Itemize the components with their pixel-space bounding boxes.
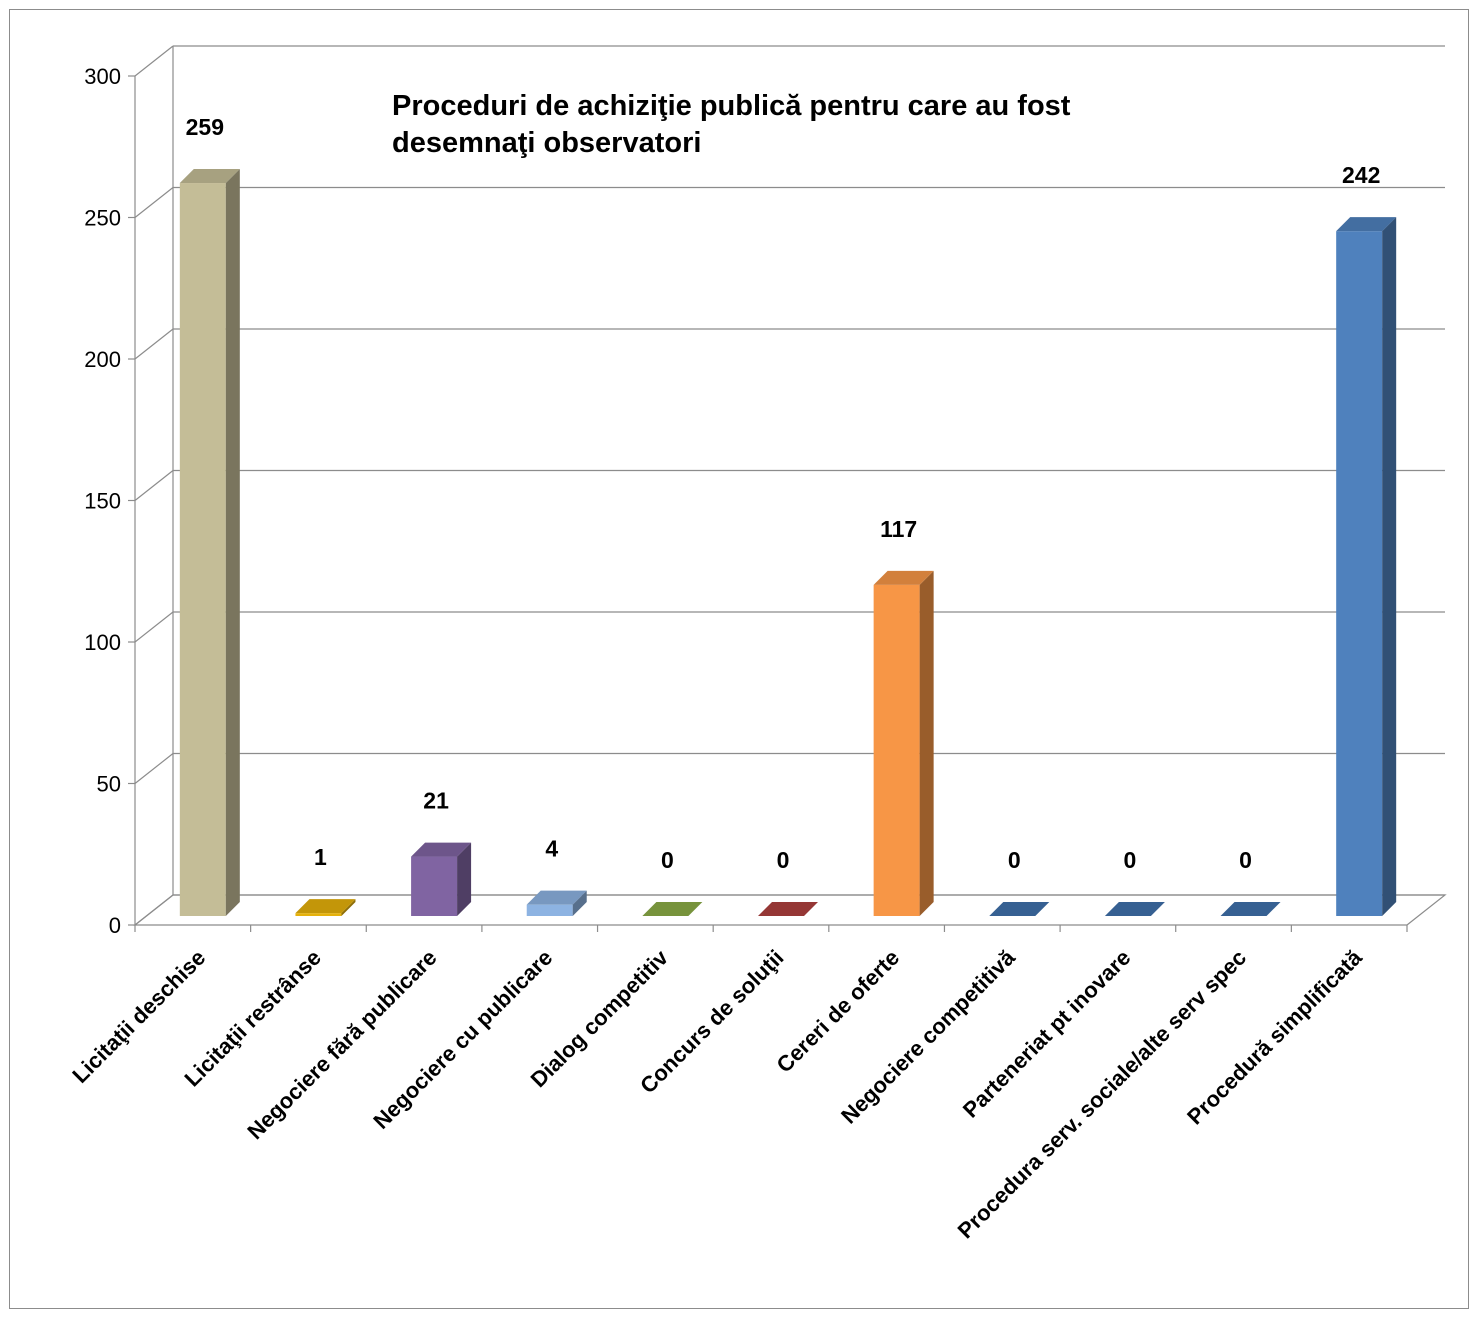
bar-side (341, 899, 356, 916)
bar-side (457, 842, 472, 916)
bar-top (1336, 217, 1397, 232)
x-tick-label: Negociere fără publicare (242, 945, 441, 1144)
y-tick-label: 250 (84, 206, 121, 231)
data-label: 259 (186, 114, 224, 140)
data-label: 1 (314, 844, 327, 870)
bar-top (1220, 902, 1281, 916)
chart-title: Proceduri de achiziţie publică pentru ca… (392, 90, 1071, 159)
side-wall-gridline (134, 470, 174, 501)
data-label: 0 (777, 847, 790, 873)
y-tick-label: 300 (84, 64, 121, 89)
bar-top (295, 899, 356, 914)
side-wall-gridline (134, 45, 174, 77)
bar-top (642, 902, 703, 916)
bar (411, 856, 458, 916)
bar-side (225, 169, 240, 916)
y-tick-label: 50 (97, 772, 121, 797)
bar (1336, 231, 1383, 916)
bar (179, 183, 226, 916)
bar (526, 904, 573, 916)
bar-top (411, 842, 472, 857)
side-wall-gridline (134, 328, 174, 360)
side-wall-gridline (134, 611, 174, 643)
bar-top (758, 902, 818, 916)
x-tick-label: Cereri de oferte (772, 945, 905, 1078)
data-label: 0 (1124, 847, 1137, 873)
y-tick-label: 200 (84, 347, 121, 372)
bar (873, 584, 920, 916)
data-label: 21 (423, 788, 449, 814)
bar-side (919, 570, 934, 916)
chart-floor (133, 894, 1447, 926)
chart-frame (9, 9, 1469, 1309)
bar-top (873, 570, 934, 585)
bar-side (572, 890, 587, 916)
data-label: 0 (1239, 847, 1252, 873)
data-label: 0 (661, 847, 674, 873)
bar (295, 913, 342, 916)
bar-top (1104, 902, 1165, 916)
bar-top (179, 169, 240, 184)
y-tick-label: 100 (84, 630, 121, 655)
side-wall-gridline (134, 753, 174, 784)
data-label: 242 (1342, 162, 1380, 188)
bar-top (989, 902, 1050, 916)
bar-side (1382, 217, 1397, 916)
data-label: 4 (545, 836, 558, 862)
bar-top (526, 890, 587, 905)
y-tick-label: 150 (84, 489, 121, 514)
data-label: 0 (1008, 847, 1021, 873)
side-wall-gridline (134, 187, 174, 218)
data-label: 117 (880, 516, 917, 542)
y-tick-label: 0 (109, 913, 121, 938)
